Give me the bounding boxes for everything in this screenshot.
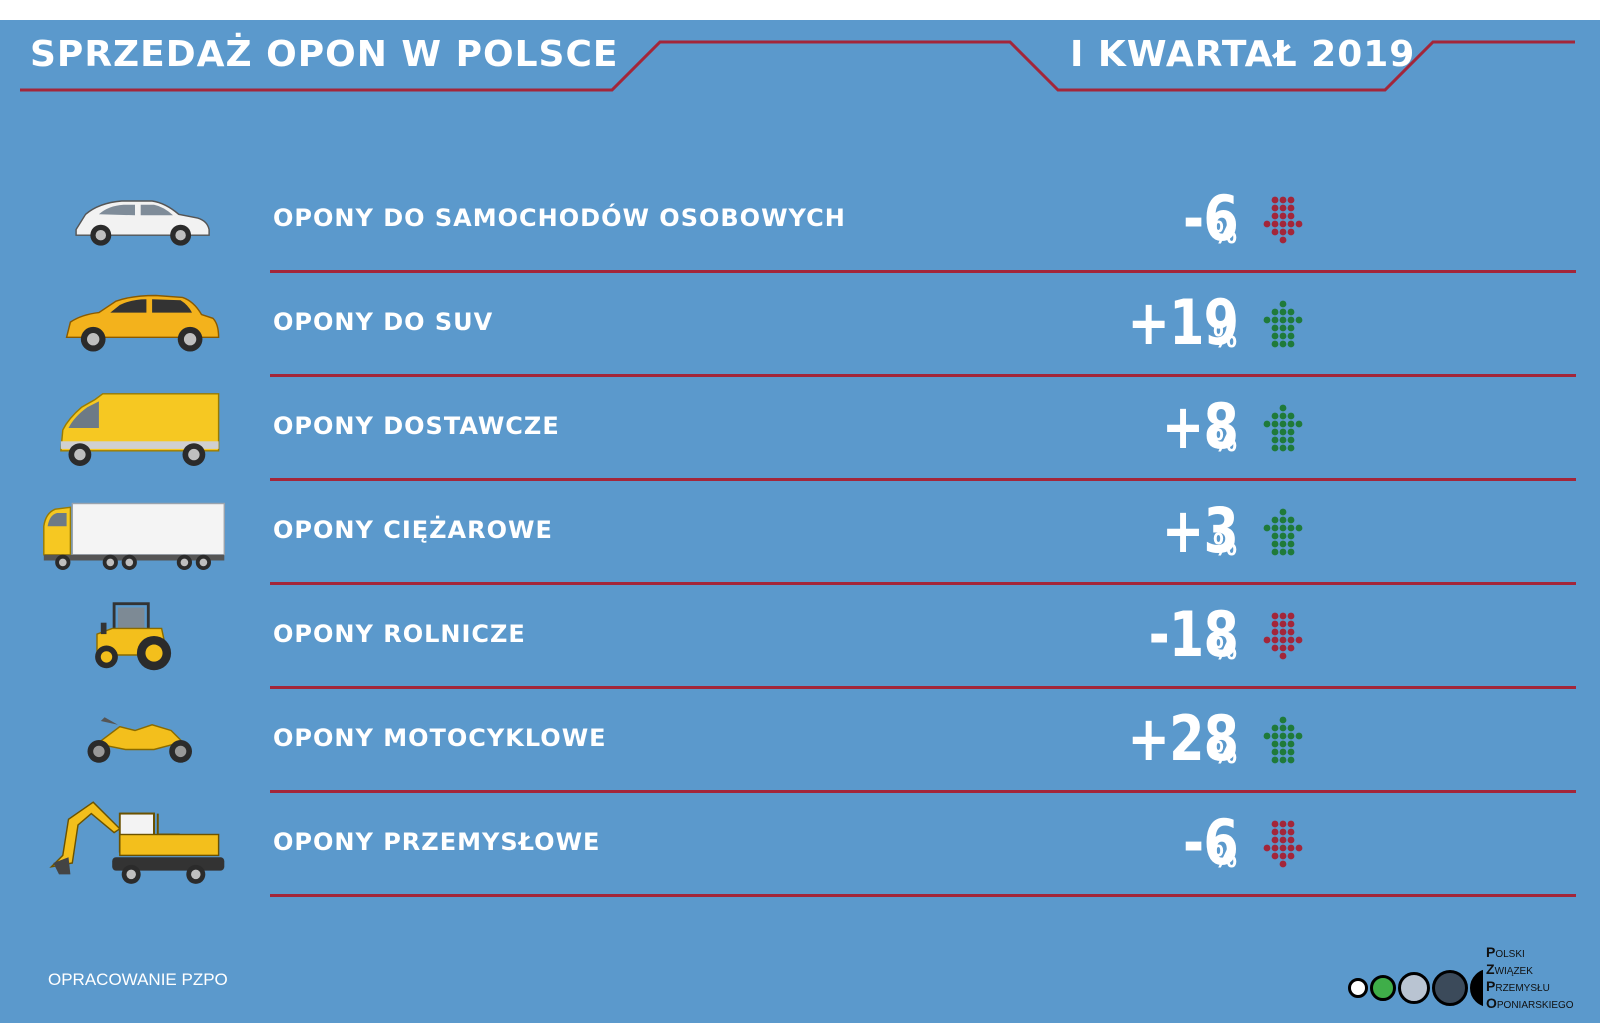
percent-sign: % <box>1213 840 1238 875</box>
percent-sign: % <box>1213 320 1238 355</box>
arrow-up-icon <box>1263 716 1303 764</box>
row-divider <box>270 894 1576 897</box>
change-value: -6 <box>1183 182 1239 255</box>
tractor-icon <box>95 602 172 671</box>
table-row: OPONY ROLNICZE -18 % <box>0 586 1600 690</box>
change-value: -6 <box>1183 806 1239 879</box>
period-title: I KWARTAŁ 2019 <box>1070 34 1416 75</box>
category-label: OPONY DO SAMOCHODÓW OSOBOWYCH <box>273 204 846 232</box>
arrow-up-icon <box>1263 300 1303 348</box>
category-label: OPONY PRZEMYSŁOWE <box>273 828 601 856</box>
change-value: +8 <box>1161 390 1239 463</box>
excavator-icon <box>49 801 225 884</box>
logo-circle <box>1470 969 1483 1007</box>
logo-line: Przemysłu <box>1486 978 1550 994</box>
logo-circle <box>1432 970 1468 1006</box>
category-label: OPONY MOTOCYKLOWE <box>273 724 607 752</box>
row-divider <box>270 790 1576 793</box>
category-label: OPONY DO SUV <box>273 308 494 336</box>
logo-circle <box>1370 975 1396 1001</box>
truck-icon <box>43 502 226 570</box>
percent-sign: % <box>1213 528 1238 563</box>
arrow-up-icon <box>1263 404 1303 452</box>
change-value: +28 <box>1127 702 1239 775</box>
row-divider <box>270 478 1576 481</box>
row-divider <box>270 686 1576 689</box>
infographic-board: SPRZEDAŻ OPON W POLSCE I KWARTAŁ 2019 OP… <box>0 20 1600 1023</box>
change-value: +19 <box>1127 286 1239 359</box>
row-divider <box>270 582 1576 585</box>
logo-circle <box>1348 978 1368 998</box>
category-label: OPONY DOSTAWCZE <box>273 412 560 440</box>
header-frame <box>20 40 1575 92</box>
pzpo-logo-text: Polski Związek Przemysłu Oponiarskiego <box>1486 945 1574 1013</box>
table-row: OPONY DO SUV +19 % <box>0 274 1600 378</box>
logo-line: Polski <box>1486 944 1525 960</box>
change-value: +3 <box>1161 494 1239 567</box>
change-value: -18 <box>1148 598 1239 671</box>
suv-icon <box>65 294 220 352</box>
table-row: OPONY DO SAMOCHODÓW OSOBOWYCH -6 % <box>0 170 1600 274</box>
source-note: OPRACOWANIE PZPO <box>48 970 228 989</box>
percent-sign: % <box>1213 424 1238 459</box>
percent-sign: % <box>1213 216 1238 251</box>
page-title: SPRZEDAŻ OPON W POLSCE <box>30 34 619 75</box>
logo-circle <box>1398 972 1430 1004</box>
percent-sign: % <box>1213 632 1238 667</box>
row-divider <box>270 374 1576 377</box>
arrow-down-icon <box>1263 612 1303 660</box>
row-divider <box>270 270 1576 273</box>
sedan-icon <box>75 200 210 246</box>
arrow-down-icon <box>1263 820 1303 868</box>
logo-line: Oponiarskiego <box>1486 995 1574 1011</box>
category-label: OPONY CIĘŻAROWE <box>273 516 553 544</box>
table-row: OPONY CIĘŻAROWE +3 % <box>0 482 1600 586</box>
category-label: OPONY ROLNICZE <box>273 620 526 648</box>
percent-sign: % <box>1213 736 1238 771</box>
pzpo-logo: Polski Związek Przemysłu Oponiarskiego <box>1348 945 1598 1015</box>
van-icon <box>60 393 220 466</box>
logo-line: Związek <box>1486 961 1533 977</box>
motorcycle-icon <box>87 717 192 763</box>
arrow-down-icon <box>1263 196 1303 244</box>
table-row: OPONY PRZEMYSŁOWE -6 % <box>0 794 1600 898</box>
table-row: OPONY MOTOCYKLOWE +28 % <box>0 690 1600 794</box>
table-row: OPONY DOSTAWCZE +8 % <box>0 378 1600 482</box>
arrow-up-icon <box>1263 508 1303 556</box>
pzpo-logo-circles <box>1348 969 1483 1007</box>
